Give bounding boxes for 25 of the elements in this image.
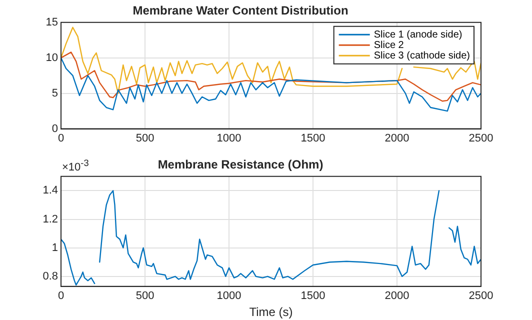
x-tick-label: 2500 <box>468 290 494 302</box>
x-tick-label: 1500 <box>300 290 326 302</box>
x-tick-label: 2000 <box>384 290 410 302</box>
y-tick-label: 1.2 <box>42 213 58 226</box>
y-tick-label: 0 <box>52 122 58 135</box>
y-tick-label: 5 <box>52 87 58 100</box>
x-tick-label: 1000 <box>216 132 242 144</box>
x-tick-label: 500 <box>136 132 154 144</box>
legend-label: Slice 2 <box>374 40 404 51</box>
x-tick-label: 2000 <box>384 132 410 144</box>
text: ×10$^{-3}$ <box>62 158 89 174</box>
x-tick-label: 1500 <box>300 132 326 144</box>
legend-label: Slice 1 (anode side) <box>374 29 462 40</box>
y-tick-label: 0.8 <box>42 270 58 282</box>
y-tick-label: 15 <box>46 16 58 28</box>
y-tick-label: 10 <box>46 52 58 64</box>
x-tick-label: 2500 <box>468 132 494 144</box>
x-axis-title: Time (s) <box>249 305 293 320</box>
legend-label: Slice 3 (cathode side) <box>374 50 470 62</box>
x-tick-label: 500 <box>136 290 154 302</box>
chart-title: Membrane Resistance (Ohm) <box>158 158 324 172</box>
y-tick-label: 1 <box>52 242 58 254</box>
x-tick-label: 1000 <box>216 290 242 302</box>
y-tick-label: 1.4 <box>42 184 58 197</box>
chart-title: Membrane Water Content Distribution <box>132 4 348 18</box>
